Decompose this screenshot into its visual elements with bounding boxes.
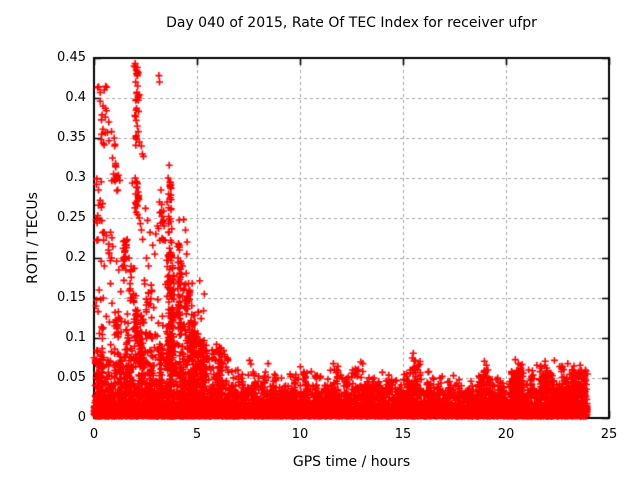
y-tick-label: 0.25 [57, 210, 86, 225]
x-axis-title: GPS time / hours [292, 454, 411, 470]
y-tick-label: 0.1 [65, 330, 86, 345]
y-tick-label: 0.3 [65, 170, 86, 185]
x-tick-label: 20 [497, 427, 515, 442]
y-tick-label: 0.35 [57, 130, 86, 145]
y-tick-label: 0.15 [57, 290, 86, 305]
x-tick-label: 5 [192, 427, 202, 442]
y-tick-label: 0.45 [57, 50, 86, 65]
y-tick-label: 0.4 [65, 90, 86, 105]
y-tick-label: 0.05 [57, 370, 86, 385]
y-axis-title: ROTI / TECUs [25, 192, 41, 284]
x-tick-label: 0 [89, 427, 99, 442]
x-tick-label: 15 [394, 427, 412, 442]
y-tick-label: 0 [77, 410, 86, 425]
y-tick-label: 0.2 [65, 250, 86, 265]
x-tick-label: 25 [600, 427, 618, 442]
x-tick-label: 10 [291, 427, 309, 442]
chart-title: Day 040 of 2015, Rate Of TEC Index for r… [166, 15, 537, 31]
